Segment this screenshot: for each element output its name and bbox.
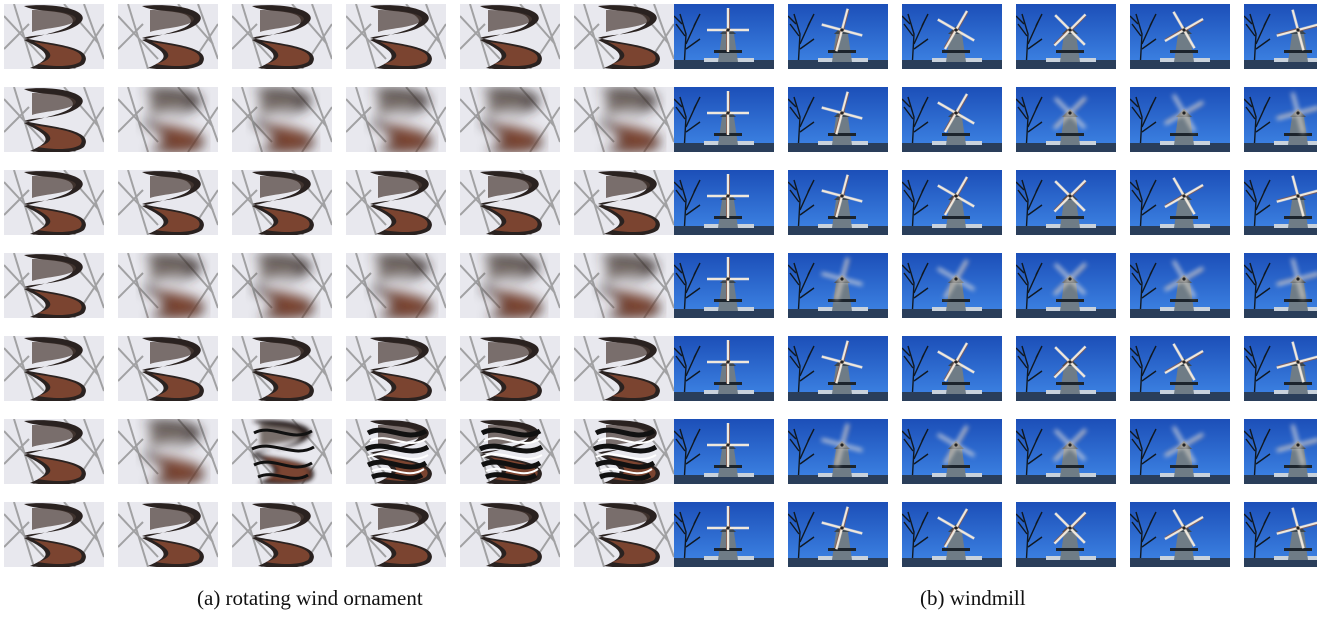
ornament-frame-r6-c5	[460, 419, 560, 484]
windmill-frame-r2-c6	[1244, 87, 1317, 152]
ornament-frame-r2-c4	[346, 87, 446, 152]
ornament-frame-grid	[4, 4, 674, 567]
windmill-frame-r5-c5	[1130, 336, 1230, 401]
ornament-frame-r1-c6	[574, 4, 674, 69]
windmill-frame-r5-c6	[1244, 336, 1317, 401]
windmill-frame-r1-c3	[902, 4, 1002, 69]
ornament-frame-r2-c6	[574, 87, 674, 152]
windmill-frame-r1-c5	[1130, 4, 1230, 69]
windmill-frame-r7-c4	[1016, 502, 1116, 567]
ornament-frame-r4-c5	[460, 253, 560, 318]
ornament-frame-r1-c3	[232, 4, 332, 69]
windmill-frame-r3-c3	[902, 170, 1002, 235]
windmill-frame-r5-c4	[1016, 336, 1116, 401]
ornament-frame-r3-c4	[346, 170, 446, 235]
windmill-frame-r7-c1	[674, 502, 774, 567]
ornament-frame-r6-c4	[346, 419, 446, 484]
windmill-frame-r3-c2	[788, 170, 888, 235]
ornament-frame-r6-c6	[574, 419, 674, 484]
windmill-frame-r1-c6	[1244, 4, 1317, 69]
ornament-frame-r7-c2	[118, 502, 218, 567]
windmill-frame-r2-c4	[1016, 87, 1116, 152]
ornament-frame-r4-c6	[574, 253, 674, 318]
ornament-frame-r6-c1	[4, 419, 104, 484]
windmill-frame-r6-c4	[1016, 419, 1116, 484]
windmill-frame-r2-c3	[902, 87, 1002, 152]
windmill-frame-r3-c6	[1244, 170, 1317, 235]
windmill-frame-r4-c5	[1130, 253, 1230, 318]
ornament-frame-r1-c5	[460, 4, 560, 69]
windmill-frame-r3-c4	[1016, 170, 1116, 235]
windmill-frame-r2-c5	[1130, 87, 1230, 152]
windmill-frame-r5-c2	[788, 336, 888, 401]
ornament-frame-r5-c4	[346, 336, 446, 401]
ornament-frame-r2-c3	[232, 87, 332, 152]
ornament-frame-r3-c2	[118, 170, 218, 235]
ornament-frame-r3-c6	[574, 170, 674, 235]
caption-b: (b) windmill	[920, 586, 1026, 610]
windmill-frame-r6-c2	[788, 419, 888, 484]
ornament-frame-r4-c4	[346, 253, 446, 318]
windmill-frame-r2-c2	[788, 87, 888, 152]
ornament-frame-r7-c5	[460, 502, 560, 567]
ornament-frame-r1-c2	[118, 4, 218, 69]
windmill-frame-r4-c2	[788, 253, 888, 318]
windmill-frame-r1-c2	[788, 4, 888, 69]
windmill-frame-grid	[674, 4, 1317, 567]
ornament-frame-r4-c1	[4, 253, 104, 318]
ornament-frame-r3-c5	[460, 170, 560, 235]
ornament-frame-r7-c3	[232, 502, 332, 567]
ornament-frame-r7-c1	[4, 502, 104, 567]
ornament-frame-r3-c1	[4, 170, 104, 235]
windmill-frame-r2-c1	[674, 87, 774, 152]
windmill-frame-r6-c3	[902, 419, 1002, 484]
ornament-frame-r6-c3	[232, 419, 332, 484]
ornament-frame-r3-c3	[232, 170, 332, 235]
ornament-frame-r5-c2	[118, 336, 218, 401]
windmill-frame-r5-c3	[902, 336, 1002, 401]
windmill-frame-r7-c2	[788, 502, 888, 567]
windmill-frame-r7-c5	[1130, 502, 1230, 567]
windmill-frame-r7-c6	[1244, 502, 1317, 567]
windmill-frame-r4-c3	[902, 253, 1002, 318]
ornament-frame-r7-c6	[574, 502, 674, 567]
windmill-frame-r1-c1	[674, 4, 774, 69]
caption-a: (a) rotating wind ornament	[197, 586, 423, 610]
windmill-frame-r1-c4	[1016, 4, 1116, 69]
ornament-frame-r5-c6	[574, 336, 674, 401]
ornament-frame-r5-c1	[4, 336, 104, 401]
windmill-frame-r6-c1	[674, 419, 774, 484]
panel-b-windmill	[674, 4, 1317, 567]
windmill-frame-r3-c5	[1130, 170, 1230, 235]
ornament-frame-r1-c1	[4, 4, 104, 69]
ornament-frame-r5-c5	[460, 336, 560, 401]
panel-a-ornament	[4, 4, 674, 567]
windmill-frame-r6-c5	[1130, 419, 1230, 484]
windmill-frame-r6-c6	[1244, 419, 1317, 484]
ornament-frame-r2-c1	[4, 87, 104, 152]
windmill-frame-r5-c1	[674, 336, 774, 401]
ornament-frame-r2-c2	[118, 87, 218, 152]
windmill-frame-r4-c1	[674, 253, 774, 318]
ornament-frame-r4-c3	[232, 253, 332, 318]
ornament-frame-r1-c4	[346, 4, 446, 69]
ornament-frame-r6-c2	[118, 419, 218, 484]
windmill-frame-r4-c4	[1016, 253, 1116, 318]
windmill-frame-r7-c3	[902, 502, 1002, 567]
ornament-frame-r7-c4	[346, 502, 446, 567]
ornament-frame-r5-c3	[232, 336, 332, 401]
windmill-frame-r4-c6	[1244, 253, 1317, 318]
ornament-frame-r2-c5	[460, 87, 560, 152]
windmill-frame-r3-c1	[674, 170, 774, 235]
ornament-frame-r4-c2	[118, 253, 218, 318]
